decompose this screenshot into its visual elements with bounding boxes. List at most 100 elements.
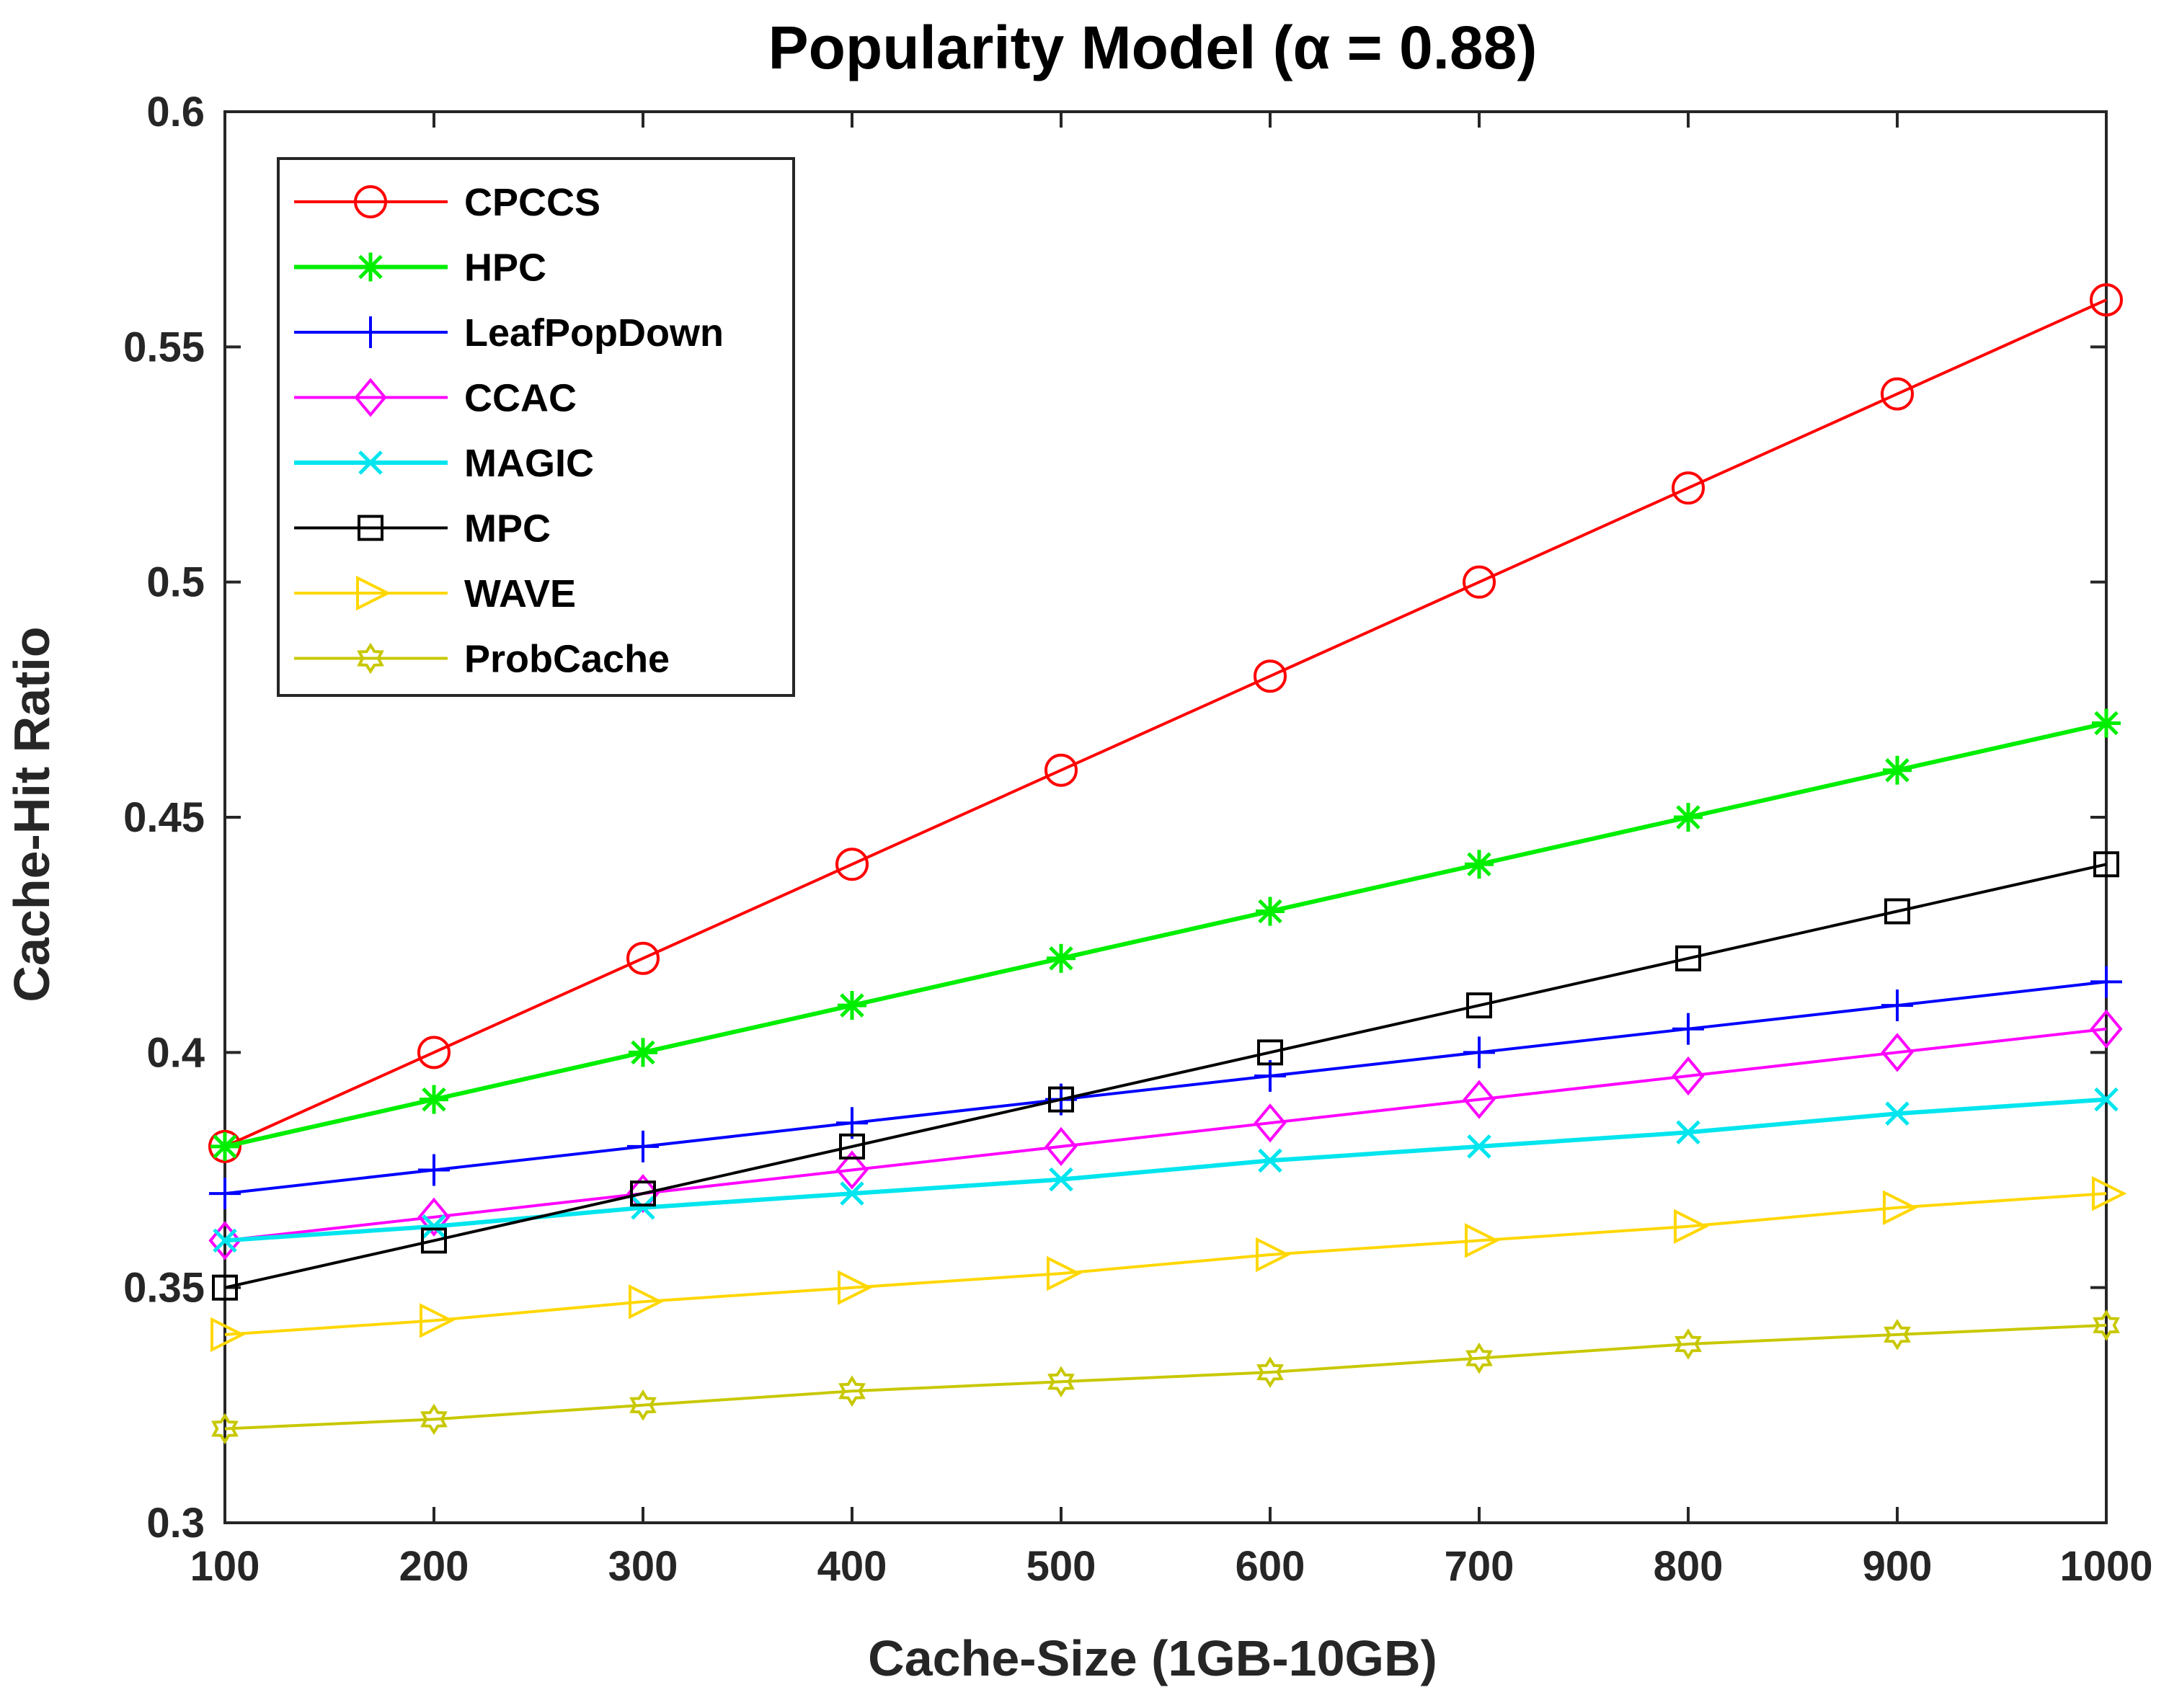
data-point — [838, 1270, 873, 1305]
series-line — [224, 298, 2107, 1148]
y-tick-label: 0.6 — [146, 89, 205, 135]
data-point — [627, 1130, 659, 1162]
series-probcache — [211, 1309, 2120, 1445]
y-tick-label: 0.3 — [146, 1500, 205, 1547]
x-tick-label: 1000 — [2059, 1543, 2152, 1590]
x-tick-label: 200 — [399, 1543, 469, 1590]
data-point — [418, 1154, 450, 1186]
data-point — [1463, 1080, 1496, 1119]
data-point — [1256, 1237, 1291, 1273]
legend-item: ProbCache — [294, 638, 670, 681]
data-point — [1884, 898, 1910, 925]
data-point — [835, 848, 869, 881]
data-point — [838, 1375, 866, 1407]
legend-marker — [357, 642, 384, 675]
chart-title: Popularity Model (α = 0.88) — [768, 14, 1538, 81]
series-cpccs — [208, 283, 2123, 1163]
data-point — [838, 991, 866, 1020]
data-point — [2094, 1087, 2119, 1112]
data-point — [1674, 1209, 1709, 1245]
data-point — [2090, 966, 2122, 998]
x-tick-label: 800 — [1654, 1543, 1724, 1590]
legend-label: WAVE — [464, 572, 576, 615]
x-tick-label: 700 — [1445, 1543, 1514, 1590]
data-point — [839, 1133, 865, 1160]
data-point — [1674, 803, 1703, 832]
data-point — [422, 1214, 446, 1239]
data-point — [1044, 753, 1078, 787]
data-point — [629, 1389, 657, 1421]
legend-marker — [358, 515, 383, 541]
legend-item: LeafPopDown — [294, 311, 724, 355]
data-point — [208, 1129, 241, 1163]
data-point — [1044, 1126, 1078, 1166]
x-tick-label: 900 — [1863, 1543, 1933, 1590]
legend-label: CPCCS — [464, 181, 600, 224]
legend-label: MAGIC — [464, 442, 594, 485]
x-tick-label: 400 — [817, 1543, 887, 1590]
series-line — [224, 980, 2107, 1196]
data-point — [2092, 1175, 2127, 1211]
series-mpc — [212, 851, 2119, 1301]
series-hpc — [210, 708, 2121, 1161]
series-ccac — [208, 1009, 2123, 1260]
data-point — [208, 1221, 241, 1260]
y-tick-label: 0.35 — [123, 1265, 205, 1312]
legend-item: MAGIC — [294, 442, 594, 485]
legend-label: HPC — [464, 246, 546, 290]
data-point — [209, 1178, 241, 1210]
y-tick-label: 0.5 — [146, 559, 205, 606]
data-point — [1256, 897, 1285, 926]
data-point — [211, 1413, 239, 1445]
data-point — [1881, 1033, 1914, 1072]
data-point — [629, 1038, 657, 1067]
legend-marker — [356, 575, 391, 611]
data-point — [2093, 851, 2119, 878]
legend-marker — [354, 378, 387, 417]
legend-marker — [354, 185, 387, 218]
x-axis-label: Cache-Size (1GB-10GB) — [868, 1630, 1437, 1686]
data-point — [1258, 1148, 1282, 1173]
data-point — [626, 1174, 660, 1214]
data-point — [626, 941, 660, 975]
x-tick-label: 100 — [190, 1543, 260, 1590]
data-point — [1465, 1342, 1493, 1374]
legend-item: CCAC — [294, 377, 577, 420]
data-point — [631, 1195, 655, 1220]
legend-marker — [358, 450, 383, 475]
legend: CPCCS HPC LeafPopDown CCAC MAGIC MPC WAVE ProbC… — [277, 157, 795, 697]
data-point — [420, 1403, 448, 1436]
y-tick-label: 0.4 — [146, 1029, 205, 1076]
data-point — [1881, 989, 1913, 1022]
data-point — [1672, 471, 1705, 505]
data-point — [417, 1197, 451, 1237]
data-point — [420, 1303, 455, 1338]
data-point — [2090, 283, 2123, 317]
x-tick-label: 500 — [1026, 1543, 1096, 1590]
data-point — [1048, 1086, 1074, 1113]
data-point — [835, 1150, 869, 1190]
data-point — [1885, 1101, 1909, 1126]
data-point — [2092, 708, 2121, 738]
legend-item: MPC — [294, 507, 551, 551]
legend-label: LeafPopDown — [464, 311, 724, 355]
data-point — [1047, 943, 1075, 973]
data-point — [1047, 1255, 1082, 1291]
series-line — [224, 1323, 2107, 1431]
legend-marker — [356, 252, 385, 282]
x-tick-label: 300 — [608, 1543, 678, 1590]
data-point — [1467, 1134, 1491, 1159]
data-point — [1254, 659, 1287, 693]
data-point — [1465, 850, 1494, 879]
data-point — [417, 1036, 451, 1069]
y-tick-label: 0.45 — [123, 794, 205, 841]
legend-marker — [355, 316, 386, 348]
legend-item: CPCCS — [294, 181, 600, 224]
data-point — [1254, 1103, 1287, 1143]
data-point — [1463, 1036, 1495, 1069]
series-leafpopdown — [209, 966, 2122, 1210]
data-point — [1884, 1319, 1911, 1351]
series-line — [224, 1027, 2107, 1242]
y-tick-label: 0.55 — [123, 324, 205, 370]
